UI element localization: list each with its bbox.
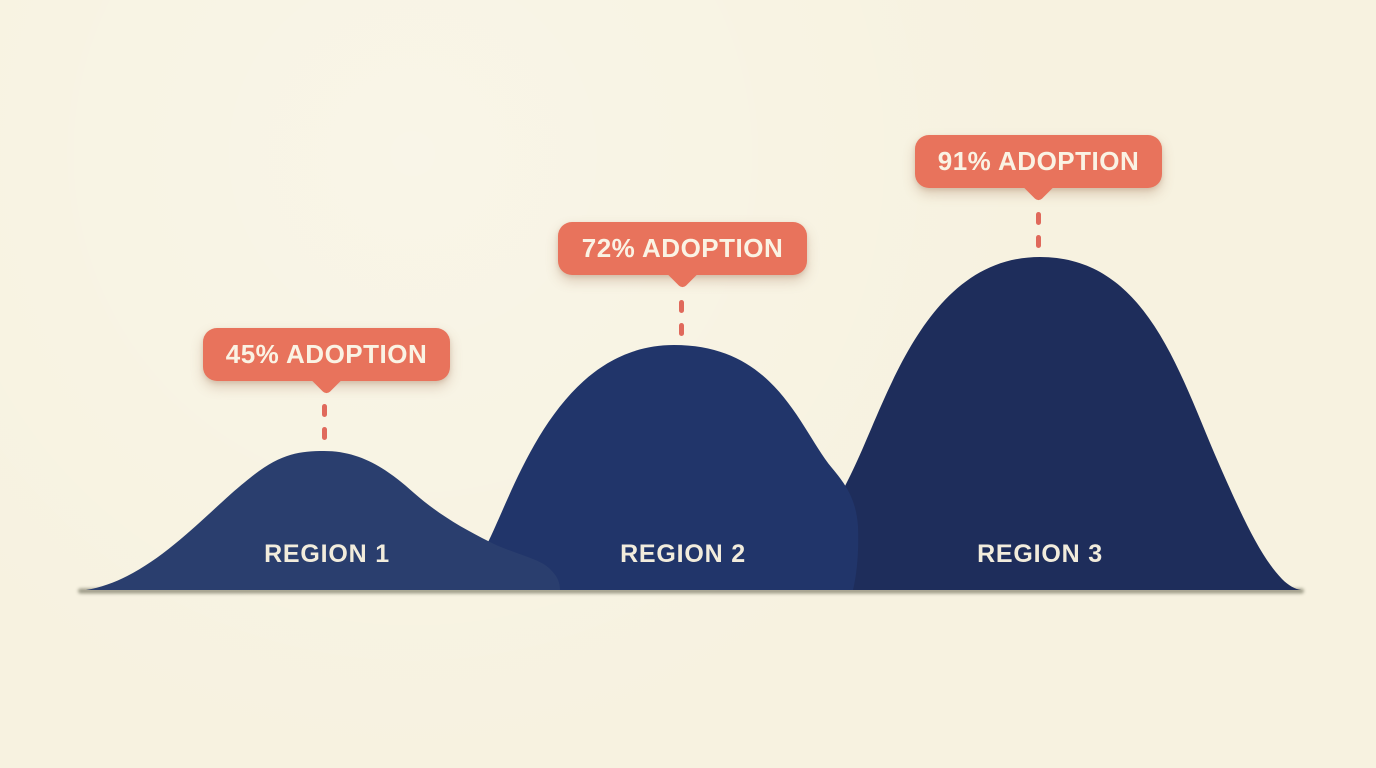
adoption-badge-label: 72% ADOPTION — [581, 233, 784, 263]
dashed-connector-region-1 — [322, 404, 327, 440]
region-3-hill — [788, 257, 1301, 590]
adoption-badge-label: 45% ADOPTION — [225, 339, 428, 369]
dash-icon — [679, 300, 684, 313]
dashed-connector-region-3 — [1036, 212, 1041, 248]
dash-icon — [1036, 235, 1041, 248]
dash-icon — [322, 427, 327, 440]
dashed-connector-region-2 — [679, 300, 684, 336]
dash-icon — [1036, 212, 1041, 225]
region-3-label: REGION 3 — [977, 540, 1103, 568]
region-1-label: REGION 1 — [264, 540, 390, 568]
region-2-hill — [468, 345, 859, 590]
region-2-label: REGION 2 — [620, 540, 746, 568]
adoption-badge-region-2: 72% ADOPTION — [558, 222, 807, 290]
adoption-badge-label: 91% ADOPTION — [937, 146, 1140, 176]
dash-icon — [679, 323, 684, 336]
region-1-hill — [86, 451, 560, 590]
adoption-badge-region-3: 91% ADOPTION — [915, 135, 1162, 203]
dash-icon — [322, 404, 327, 417]
adoption-badge-region-1: 45% ADOPTION — [203, 328, 450, 396]
